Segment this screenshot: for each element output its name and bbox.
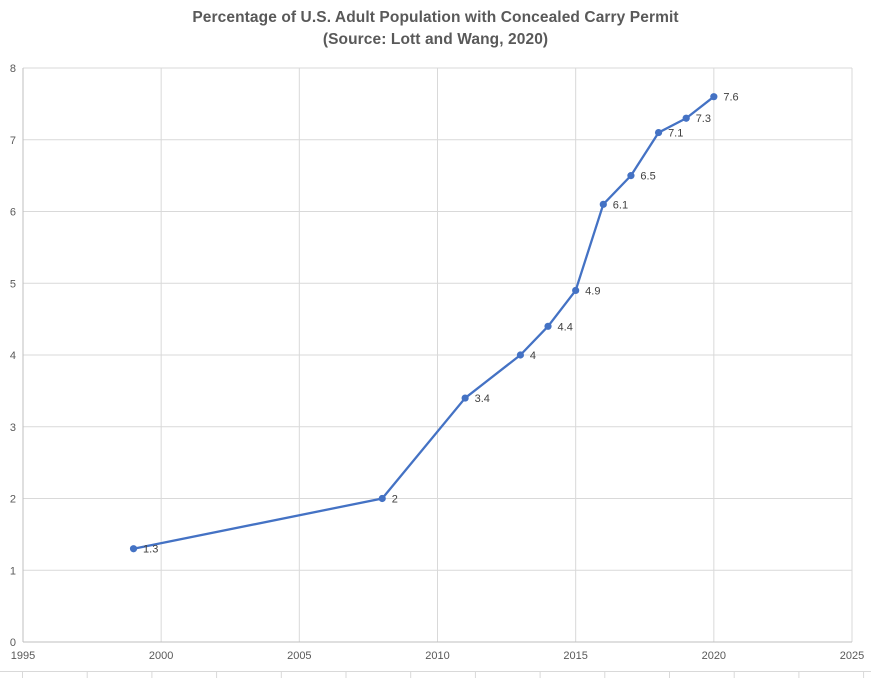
y-axis-tick-label: 8 — [10, 63, 16, 75]
y-axis-tick-label: 7 — [10, 135, 16, 147]
data-point-marker — [682, 114, 690, 122]
x-axis-tick-label: 1995 — [11, 650, 35, 662]
data-point-marker — [129, 545, 138, 553]
data-point-marker — [627, 172, 635, 180]
data-label: 4 — [530, 350, 536, 362]
chart-title-line2: (Source: Lott and Wang, 2020) — [322, 31, 549, 48]
data-point-marker — [654, 128, 663, 137]
x-axis-tick-label: 2005 — [287, 650, 311, 662]
data-label: 6.5 — [640, 171, 655, 183]
data-point-marker — [710, 93, 718, 101]
data-label: 2 — [392, 494, 398, 506]
y-axis-tick-label: 2 — [10, 494, 16, 506]
chart-title-line1: Percentage of U.S. Adult Population with… — [192, 9, 679, 26]
y-axis-tick-label: 1 — [10, 565, 16, 577]
y-axis-tick-label: 3 — [10, 422, 16, 434]
x-axis-tick-label: 2025 — [840, 650, 864, 662]
x-axis-tick-label: 2000 — [149, 650, 173, 662]
x-axis-tick-label: 2020 — [702, 650, 726, 662]
data-label: 6.1 — [613, 199, 628, 211]
x-axis-tick-label: 2010 — [425, 650, 449, 662]
data-point-marker — [461, 394, 469, 402]
data-label: 7.6 — [723, 92, 738, 104]
y-axis-tick-label: 0 — [10, 637, 16, 649]
data-label: 4.9 — [585, 285, 600, 297]
data-label: 7.3 — [696, 113, 711, 125]
data-point-marker — [599, 200, 607, 208]
data-point-marker — [572, 286, 580, 295]
y-axis-tick-label: 6 — [10, 207, 16, 219]
data-point-marker — [378, 494, 386, 503]
data-point-marker — [516, 351, 525, 359]
data-label: 4.4 — [558, 321, 573, 333]
series-line — [132, 95, 715, 550]
data-label: 7.1 — [668, 128, 683, 140]
y-axis-tick-label: 4 — [10, 350, 16, 362]
x-axis-tick-label: 2015 — [563, 650, 587, 662]
data-label: 1.3 — [143, 544, 158, 556]
y-axis-tick-label: 5 — [10, 278, 16, 290]
data-point-marker — [544, 322, 552, 330]
chart-title: Percentage of U.S. Adult Population with… — [0, 7, 871, 51]
data-label: 3.4 — [475, 393, 490, 405]
